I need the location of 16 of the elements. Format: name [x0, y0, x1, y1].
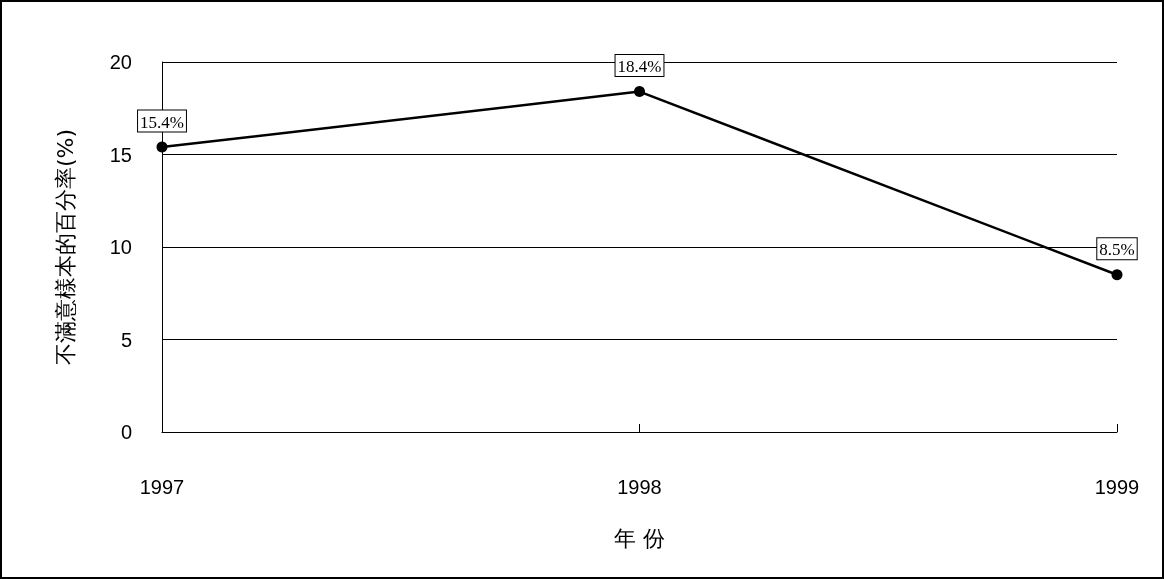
y-tick-label: 20 — [109, 51, 132, 73]
data-label: 15.4% — [140, 112, 184, 132]
x-tick-label: 1999 — [1094, 476, 1140, 498]
x-axis-title: 年 份 — [614, 525, 665, 551]
point — [634, 86, 645, 98]
point — [1111, 269, 1123, 281]
y-tick-label: 0 — [120, 421, 132, 443]
y-tick-label: 15 — [109, 143, 132, 166]
x-tick-label: 1997 — [139, 476, 185, 498]
data-label: 18.4% — [617, 57, 662, 77]
y-tick-label: 10 — [109, 236, 132, 258]
x-tick-label: 1998 — [617, 476, 662, 498]
data-label: 8.5% — [1099, 240, 1135, 260]
y-axis-title: 不滿意樣本的百分率(%) — [52, 128, 78, 366]
point — [156, 141, 168, 153]
y-tick-label: 5 — [120, 328, 132, 351]
